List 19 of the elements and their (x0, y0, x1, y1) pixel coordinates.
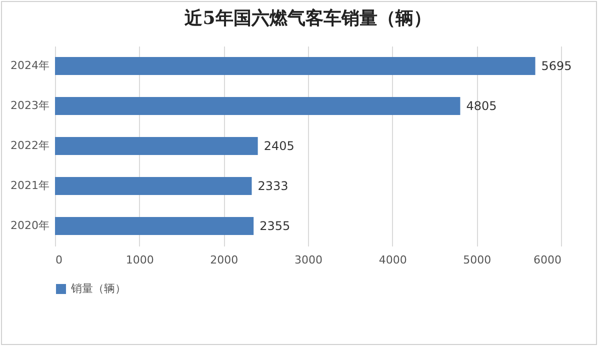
y-tick-label: 2020年 (10, 219, 50, 232)
legend-label: 销量（辆） (70, 282, 126, 295)
x-tick-label: 4000 (378, 254, 407, 266)
data-label: 2333 (258, 179, 288, 193)
data-label: 5695 (541, 59, 572, 73)
y-tick-label: 2024年 (10, 59, 50, 72)
x-tick-label: 1000 (126, 254, 154, 266)
data-label: 2405 (264, 139, 294, 153)
x-tick-label: 2000 (210, 254, 238, 266)
data-label: 4805 (466, 99, 497, 113)
x-tick-label: 3000 (294, 254, 322, 266)
x-tick-label: 5000 (463, 254, 492, 266)
x-tick-label: 0 (56, 254, 62, 266)
y-tick-label: 2021年 (10, 179, 50, 192)
data-label: 2355 (260, 219, 290, 233)
x-tick-label: 6000 (534, 254, 562, 266)
y-tick-label: 2023年 (10, 99, 50, 112)
y-tick-label: 2022年 (10, 139, 50, 152)
chart-title: 近5年国六燃气客车销量（辆） (184, 8, 432, 29)
